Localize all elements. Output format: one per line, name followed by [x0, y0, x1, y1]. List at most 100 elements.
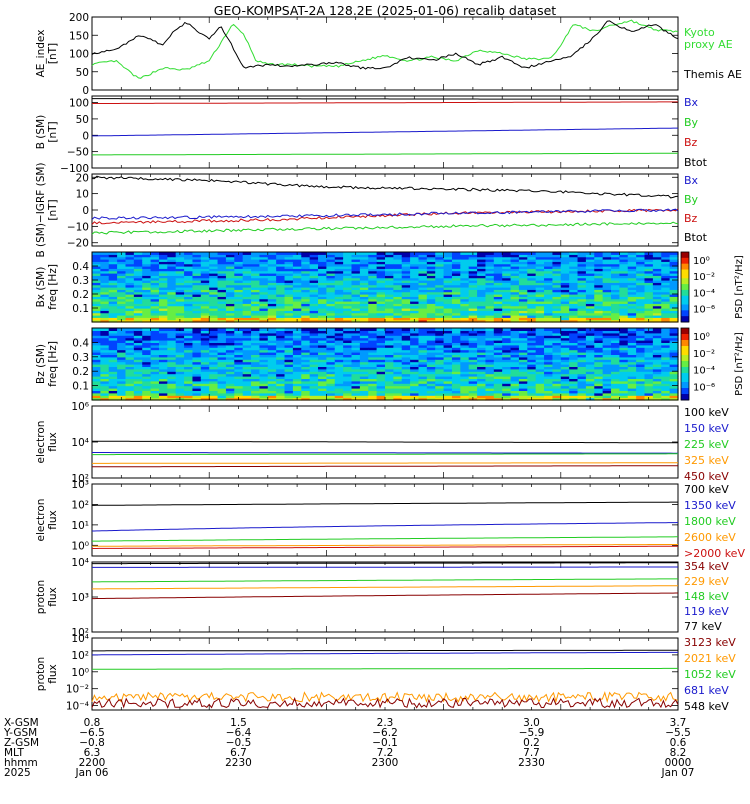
colorbar-swatch — [681, 293, 689, 296]
colorbar-tick-label: 10⁻² — [693, 272, 715, 283]
y-axis-label: [nT] — [47, 199, 59, 220]
series-line — [92, 153, 678, 155]
y-tick-label: 200 — [69, 12, 89, 24]
series-line — [92, 652, 678, 655]
y-tick-label: 0.3 — [72, 352, 89, 364]
colorbar-tick-label: 10⁻⁶ — [693, 305, 715, 316]
colorbar-swatch — [681, 299, 689, 302]
colorbar-swatch — [681, 394, 689, 398]
legend-entry: proxy AE — [684, 38, 733, 51]
colorbar-swatch — [681, 367, 689, 371]
ephemeris-value: 2300 — [372, 757, 399, 769]
series-line — [92, 99, 678, 100]
colorbar-tick-label: 10⁻⁴ — [693, 288, 715, 299]
y-tick-label: 10⁻² — [66, 684, 89, 696]
colorbar-swatch — [681, 275, 689, 278]
series-line — [92, 586, 678, 589]
y-tick-label: 0.4 — [72, 337, 89, 349]
legend-entry: >2000 keV — [684, 547, 745, 560]
series-line — [92, 176, 678, 198]
series-line — [92, 20, 678, 78]
colorbar-swatch — [681, 391, 689, 395]
y-axis-label: flux — [47, 664, 59, 683]
colorbar-swatch — [681, 255, 689, 258]
colorbar-swatch — [681, 296, 689, 299]
y-tick-label: 100 — [69, 98, 89, 110]
legend-entry: 229 keV — [684, 575, 729, 588]
series-line — [92, 453, 678, 454]
legend-entry: 1052 keV — [684, 668, 736, 681]
legend-entry: 100 keV — [684, 406, 729, 419]
legend-entry: 1800 keV — [684, 515, 736, 528]
colorbar-swatch — [681, 385, 689, 389]
spectrogram-cells — [92, 252, 679, 323]
panel-frame — [92, 562, 678, 632]
legend-entry: Btot — [684, 231, 708, 244]
series-line — [92, 593, 678, 599]
spectrogram-cells — [92, 328, 679, 401]
y-tick-label: 10 — [76, 189, 89, 201]
colorbar-swatch — [681, 258, 689, 261]
colorbar-swatch — [681, 355, 689, 359]
colorbar-swatch — [681, 382, 689, 386]
colorbar-swatch — [681, 364, 689, 368]
legend-entry: Btot — [684, 156, 708, 169]
y-tick-label: 50 — [76, 114, 89, 126]
y-axis-label: proton — [35, 580, 47, 614]
y-tick-label: 0.4 — [72, 261, 89, 273]
y-axis-label: freq [Hz] — [47, 341, 59, 387]
colorbar-swatch — [681, 361, 689, 365]
y-tick-label: 0 — [82, 205, 89, 217]
legend-entry: Bx — [684, 96, 699, 109]
colorbar-swatch — [681, 331, 689, 335]
legend-entry: 700 keV — [684, 483, 729, 496]
colorbar-swatch — [681, 352, 689, 356]
y-axis-label: B (SM) — [35, 115, 47, 149]
series-line — [92, 579, 678, 582]
colorbar-swatch — [681, 264, 689, 267]
y-axis-label: Bx (SM) — [35, 267, 47, 308]
y-tick-label: 10¹ — [71, 520, 89, 532]
legend-entry: 354 keV — [684, 560, 729, 573]
series-line — [92, 650, 678, 651]
colorbar-tick-label: 10⁰ — [693, 332, 710, 343]
colorbar-label: PSD [nT²/Hz] — [734, 255, 745, 319]
series-line — [92, 545, 678, 547]
y-axis-label: B (SM)−IGRF (SM) — [35, 162, 47, 257]
colorbar-tick-label: 10⁻² — [693, 349, 715, 360]
colorbar-swatch — [681, 287, 689, 290]
colorbar-swatch — [681, 261, 689, 264]
colorbar-swatch — [681, 316, 689, 319]
y-tick-label: 10³ — [71, 479, 89, 491]
y-axis-label: flux — [47, 587, 59, 606]
ephemeris-table: X-GSMY-GSMZ-GSMMLThhmm20250.8−6.5−0.86.3… — [3, 717, 694, 779]
y-tick-label: 0.3 — [72, 275, 89, 287]
colorbar-swatch — [681, 334, 689, 338]
legend-entry: By — [684, 193, 699, 206]
colorbar-swatch — [681, 307, 689, 310]
panel-frame — [92, 17, 678, 90]
legend-entry: 450 keV — [684, 470, 729, 483]
colorbar-tick-label: 10⁰ — [693, 256, 710, 267]
colorbar-swatch — [681, 358, 689, 362]
y-tick-label: 10⁻⁴ — [66, 701, 89, 713]
colorbar-swatch — [681, 376, 689, 380]
y-tick-label: 50 — [76, 67, 89, 79]
legend-entry: 150 keV — [684, 422, 729, 435]
legend-entry: Themis AE — [683, 68, 742, 81]
series-line — [92, 502, 678, 505]
y-tick-label: 20 — [76, 172, 89, 184]
colorbar-swatch — [681, 281, 689, 284]
y-tick-label: −50 — [67, 147, 89, 159]
legend-entry: 225 keV — [684, 438, 729, 451]
legend-entry: 325 keV — [684, 454, 729, 467]
ephemeris-row-label: 2025 — [4, 767, 31, 779]
